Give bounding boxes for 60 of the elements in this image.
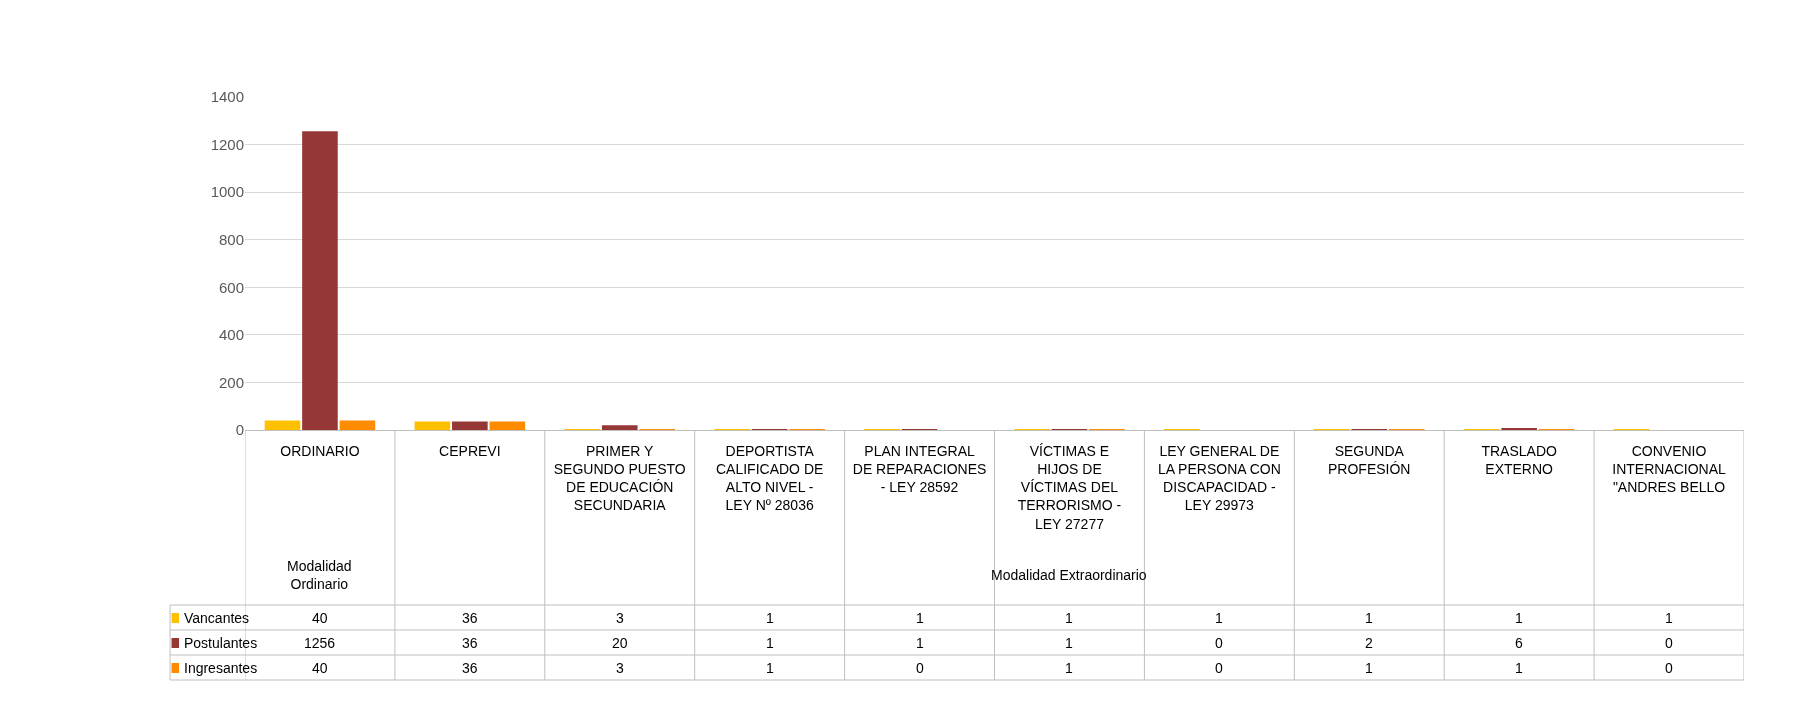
bar — [452, 421, 488, 430]
x-tick-label: PLAN INTEGRAL DE REPARACIONES - LEY 28592 — [852, 442, 987, 496]
bar — [414, 421, 451, 430]
data-label: 1 — [766, 635, 774, 651]
data-label: 1 — [766, 610, 774, 626]
text: Modalidad Ordinario — [287, 558, 352, 593]
data-label: 6 — [1515, 635, 1523, 651]
data-label: 1 — [1515, 610, 1523, 626]
x-tick-label: PRIMER Y SEGUNDO PUESTO DE EDUCACIÓN SECUNDARIA — [553, 442, 686, 514]
x-tick-label: TRASLADO EXTERNO — [1481, 442, 1557, 477]
legend-label: Vancantes — [184, 610, 250, 626]
data-label: 0 — [1665, 635, 1673, 651]
data-label: 1 — [1365, 660, 1373, 676]
data-label: 1 — [1215, 610, 1223, 626]
data-label: 36 — [462, 660, 478, 676]
data-label: 36 — [462, 610, 478, 626]
data-label: 1 — [1065, 660, 1073, 676]
data-label: 36 — [462, 635, 478, 651]
data-label: 0 — [916, 660, 924, 676]
data-label: 1 — [1065, 635, 1073, 651]
y-tick-label: 800 — [218, 230, 244, 248]
x-tick-label: VÍCTIMAS E HIJOS DE VÍCTIMAS DEL TERRORISMO - LEY 27277 — [1017, 442, 1122, 532]
bar — [601, 425, 638, 430]
y-tick-label: 1200 — [210, 135, 244, 153]
y-tick-label: 0 — [235, 421, 244, 439]
data-label: 0 — [1215, 635, 1223, 651]
data-label: 1 — [916, 610, 924, 626]
text: Modalidad Extraordinario — [991, 567, 1147, 583]
x-tick-label: LEY GENERAL DE LA PERSONA CON DISCAPACIDAD - LEY 29973 — [1157, 442, 1281, 514]
x-tick-label: DEPORTISTA CALIFICADO DE ALTO NIVEL - LEY Nº 28036 — [715, 442, 824, 514]
data-label: 2 — [1365, 635, 1373, 651]
data-label: 20 — [612, 635, 628, 651]
data-label: 40 — [312, 660, 328, 676]
x-tick-label: ORDINARIO — [280, 442, 360, 459]
y-tick-label: 1000 — [210, 183, 244, 201]
data-label: 3 — [616, 660, 624, 676]
data-label: 1 — [1365, 610, 1373, 626]
data-label: 1 — [1665, 610, 1673, 626]
data-label: 1 — [1515, 660, 1523, 676]
bar — [302, 131, 338, 430]
x-tick-label: CONVENIO INTERNACIONAL "ANDRES BELLO — [1612, 442, 1727, 496]
y-tick-label: 400 — [218, 326, 244, 344]
data-label: 0 — [1665, 660, 1673, 676]
data-label: 0 — [1215, 660, 1223, 676]
y-tick-label: 200 — [218, 373, 244, 391]
data-label: 1256 — [304, 635, 336, 651]
bar — [339, 420, 376, 430]
x-tick-label: CEPREVI — [439, 442, 501, 459]
data-label: 1 — [916, 635, 924, 651]
data-label: 40 — [312, 610, 328, 626]
legend-label: Postulantes — [184, 635, 258, 651]
data-label: 1 — [766, 660, 774, 676]
y-tick-label: 600 — [218, 278, 244, 296]
data-label: 3 — [616, 610, 624, 626]
y-tick-label: 1400 — [210, 88, 244, 106]
x-tick-label: SEGUNDA PROFESIÓN — [1328, 442, 1411, 477]
bar — [489, 421, 526, 430]
data-label: 1 — [1065, 610, 1073, 626]
bar — [264, 420, 301, 430]
legend-label: Ingresantes — [184, 660, 258, 676]
